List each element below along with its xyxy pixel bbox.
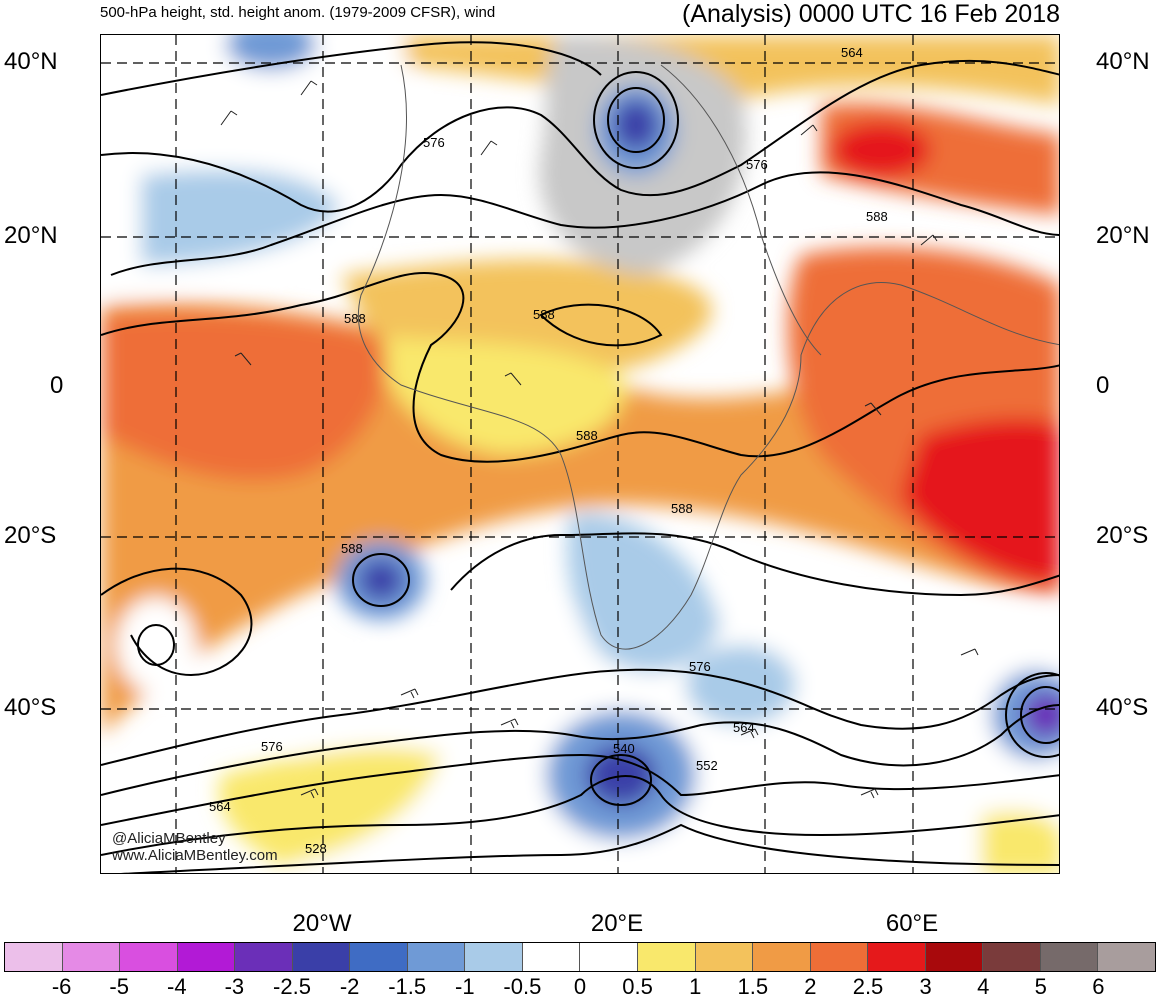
color-bar-segment xyxy=(983,943,1041,971)
anomaly-blue-southafrica xyxy=(567,513,721,672)
anomaly-yellow-africa xyxy=(371,335,625,455)
contour-label: 576 xyxy=(423,135,445,150)
watermark-handle: @AliciaMBentley xyxy=(112,830,226,847)
color-bar-segment xyxy=(1040,943,1099,971)
coastlines xyxy=(357,64,1059,650)
anomaly-shading xyxy=(101,35,1059,873)
contour-label: 576 xyxy=(689,659,711,674)
lat-label-40n-right: 40°N xyxy=(1096,48,1150,75)
color-bar-label: -0.5 xyxy=(503,974,542,999)
anomaly-blue-natl xyxy=(141,169,341,265)
contour-label: 588 xyxy=(341,541,363,556)
color-bar-segment xyxy=(350,943,408,971)
contour-label: 540 xyxy=(613,741,635,756)
color-bar-segment xyxy=(1098,943,1155,971)
lon-label-60e: 60°E xyxy=(885,910,939,937)
contour-label: 576 xyxy=(261,739,283,754)
contour-label: 588 xyxy=(671,501,693,516)
color-bar-label: -2 xyxy=(339,974,360,999)
color-bar-label: 2.5 xyxy=(852,974,884,999)
color-bar-segment xyxy=(5,943,63,971)
color-bar-segment xyxy=(868,943,926,971)
color-bar-label: -4 xyxy=(167,974,187,999)
anomaly-orange-atlantic xyxy=(101,311,387,481)
map-title: 500-hPa height, std. height anom. (1979-… xyxy=(100,4,496,21)
color-bar-label: 0.5 xyxy=(622,974,653,999)
color-bar-label: -3 xyxy=(224,974,245,999)
map-panel: 564 576 576 588 588 588 588 588 588 576 … xyxy=(100,34,1060,874)
color-bar-segment xyxy=(177,943,236,971)
lat-label-40s-left: 40°S xyxy=(4,694,57,721)
contour-label: 576 xyxy=(746,157,768,172)
color-bar-segment xyxy=(695,943,754,971)
color-bar-label: -5 xyxy=(109,974,129,999)
lon-label-20e: 20°E xyxy=(590,910,644,937)
color-bar-label: -6 xyxy=(51,974,72,999)
analysis-time: (Analysis) 0000 UTC 16 Feb 2018 xyxy=(682,0,1060,28)
color-bar-label: 0 xyxy=(573,974,587,999)
lat-label-20n-right: 20°N xyxy=(1096,222,1150,249)
color-bar-segment xyxy=(62,943,121,971)
color-bar-label: 6 xyxy=(1092,974,1105,999)
color-bar-segment xyxy=(120,943,178,971)
color-bar-label: -1 xyxy=(455,974,475,999)
map-canvas: 564 576 576 588 588 588 588 588 588 576 … xyxy=(101,35,1059,873)
color-bar-label: 1 xyxy=(689,974,702,999)
anomaly-darkblue-med xyxy=(614,100,658,150)
color-bar-segment xyxy=(925,943,984,971)
lat-label-eq-right: 0 xyxy=(1096,372,1110,399)
wind-barbs xyxy=(220,80,979,799)
anomaly-yellow-south xyxy=(219,746,441,865)
lat-label-40s-right: 40°S xyxy=(1096,694,1149,721)
color-bar-label: 5 xyxy=(1034,974,1047,999)
anomaly-red-center-asia xyxy=(831,122,931,178)
contour-label: 564 xyxy=(841,45,863,60)
lat-label-20s-left: 20°S xyxy=(4,522,57,549)
anomaly-neutral-cutoff xyxy=(116,597,196,693)
color-bar xyxy=(4,942,1156,972)
contour-label: 588 xyxy=(576,428,598,443)
color-bar-label: 3 xyxy=(919,974,932,999)
contour-label: 552 xyxy=(696,758,718,773)
color-bar-segment xyxy=(522,943,581,971)
color-bar-label: 4 xyxy=(977,974,990,999)
lat-label-20n-left: 20°N xyxy=(4,222,58,249)
contour-label: 588 xyxy=(344,311,366,326)
color-bar-segment xyxy=(580,943,639,971)
color-bar-label: -1.5 xyxy=(388,974,427,999)
contour-label: 588 xyxy=(866,209,888,224)
graticule xyxy=(101,35,1059,873)
anomaly-purple-east xyxy=(1024,693,1059,737)
color-bar-segment xyxy=(465,943,523,971)
anomaly-darkblue-cutoff-satl xyxy=(359,560,403,600)
color-bar-segment xyxy=(810,943,869,971)
anomaly-yellow-se xyxy=(981,811,1059,873)
color-bar-segment xyxy=(292,943,351,971)
lat-label-20s-right: 20°S xyxy=(1096,522,1149,549)
color-bar-label: -2.5 xyxy=(273,974,311,999)
color-bar-segment xyxy=(638,943,696,971)
color-bar-segment xyxy=(753,943,811,971)
lat-label-eq-left: 0 xyxy=(50,372,64,399)
contour-label: 528 xyxy=(305,841,327,856)
lon-label-20w: 20°W xyxy=(292,910,352,937)
color-bar-segment xyxy=(407,943,466,971)
color-bar-segment xyxy=(235,943,293,971)
anomaly-blue-southindian xyxy=(686,645,796,725)
height-contours xyxy=(101,41,1059,873)
contour-label: 564 xyxy=(209,799,231,814)
anomaly-red-indian xyxy=(901,418,1059,585)
color-bar-label: 2 xyxy=(804,974,817,999)
contour-labels: 564 576 576 588 588 588 588 588 588 576 … xyxy=(209,45,888,856)
watermark-url: www.AliciaMBentley.com xyxy=(112,847,278,864)
color-bar-label: 1.5 xyxy=(737,974,769,999)
lat-label-40n-left: 40°N xyxy=(4,48,58,75)
watermark: @AliciaMBentley www.AliciaMBentley.com xyxy=(112,830,278,864)
contour-label: 588 xyxy=(533,307,555,322)
